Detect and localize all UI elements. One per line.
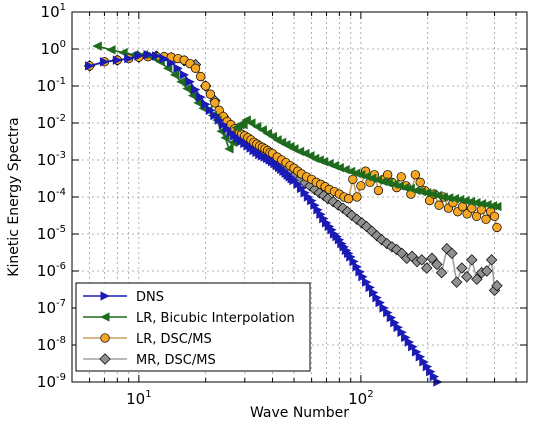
- data-point-lr-dsc-ms: [196, 71, 206, 82]
- series-mr-dsc-ms: [83, 50, 503, 297]
- data-point-dns: [201, 99, 211, 109]
- data-point-lr-dsc-ms: [210, 98, 220, 108]
- data-point-lr-bicubic: [257, 125, 267, 135]
- data-point-mr-dsc-ms: [471, 273, 483, 285]
- data-point-lr-bicubic: [169, 70, 180, 80]
- y-tick-label: 10-1: [37, 76, 66, 95]
- data-point-mr-dsc-ms: [450, 276, 463, 288]
- data-point-mr-dsc-ms: [485, 254, 498, 266]
- data-point-mr-dsc-ms: [391, 243, 403, 256]
- data-point-lr-bicubic: [176, 77, 186, 87]
- data-point-dns: [196, 92, 206, 102]
- data-point-lr-bicubic: [106, 45, 116, 55]
- legend-item-lr-bicubic: LR, Bicubic Interpolation: [83, 311, 295, 326]
- data-point-mr-dsc-ms: [466, 254, 478, 266]
- data-point-mr-dsc-ms: [416, 254, 428, 266]
- y-tick-label: 10-6: [37, 261, 66, 280]
- data-point-lr-dsc-ms: [396, 172, 406, 182]
- data-point-lr-dsc-ms: [352, 192, 362, 202]
- data-point-dns: [134, 51, 144, 61]
- y-tick-label: 10-5: [37, 224, 66, 243]
- y-tick-label: 100: [41, 39, 66, 58]
- data-point-dns: [99, 57, 110, 67]
- legend-label-mr-dsc-ms: MR, DSC/MS: [136, 353, 216, 368]
- legend-box: [75, 282, 311, 372]
- data-point-lr-dsc-ms: [205, 89, 216, 99]
- tick-labels: 101 102 101 100 10-1 10-2 10-3 10-4 10-5 10-6 10-7…: [37, 2, 374, 408]
- data-point-mr-dsc-ms: [322, 192, 334, 205]
- data-point-lr-bicubic: [492, 201, 502, 212]
- data-point-dns: [179, 70, 190, 80]
- legend-label-lr-dsc-ms: LR, DSC/MS: [136, 332, 212, 347]
- y-tick-label: 101: [41, 2, 66, 21]
- data-point-lr-bicubic: [246, 118, 256, 128]
- data-point-lr-dsc-ms: [356, 181, 366, 191]
- data-point-dns: [159, 53, 170, 64]
- data-point-lr-dsc-ms: [415, 177, 425, 187]
- legend-marker-lr-bicubic: [100, 312, 110, 322]
- x-axis-title: Wave Number: [250, 405, 349, 421]
- data-point-lr-dsc-ms: [201, 81, 211, 91]
- data-point-mr-dsc-ms: [435, 266, 448, 279]
- data-point-lr-dsc-ms: [434, 200, 444, 210]
- legend-item-lr-dsc-ms: LR, DSC/MS: [83, 332, 212, 347]
- series-layer: [83, 41, 503, 387]
- data-point-lr-bicubic: [267, 131, 278, 142]
- data-point-lr-dsc-ms: [348, 174, 358, 184]
- series-lr-dsc-ms: [84, 52, 502, 233]
- series-line-lr-dsc-ms: [89, 55, 498, 228]
- y-tick-label: 10-3: [37, 150, 66, 169]
- x-tick-label: 101: [126, 389, 151, 408]
- data-point-mr-dsc-ms: [481, 265, 493, 277]
- data-point-mr-dsc-ms: [446, 247, 458, 260]
- legend-marker-lr-dsc-ms: [100, 333, 110, 343]
- data-point-mr-dsc-ms: [426, 252, 438, 265]
- data-point-lr-bicubic: [224, 144, 234, 154]
- data-point-lr-dsc-ms: [492, 222, 502, 233]
- series-dns: [85, 50, 443, 387]
- data-point-dns: [143, 50, 153, 60]
- y-tick-label: 10-7: [37, 298, 66, 317]
- legend-item-dns: DNS: [83, 290, 164, 305]
- data-point-lr-dsc-ms: [343, 194, 354, 204]
- data-point-lr-bicubic: [251, 121, 262, 132]
- y-tick-label: 10-4: [37, 187, 66, 206]
- data-point-dns: [151, 51, 162, 61]
- data-point-mr-dsc-ms: [491, 280, 503, 292]
- series-lr-bicubic: [92, 41, 502, 212]
- data-point-lr-dsc-ms: [373, 185, 384, 196]
- data-point-lr-dsc-ms: [471, 211, 482, 221]
- x-tick-label: 102: [348, 389, 373, 408]
- legend: DNS LR, Bicubic Interpolation LR, DSC/MS…: [75, 282, 311, 372]
- data-point-mr-dsc-ms: [421, 262, 433, 274]
- data-point-lr-bicubic: [238, 120, 248, 130]
- legend-label-lr-bicubic: LR, Bicubic Interpolation: [136, 311, 295, 326]
- data-point-dns: [185, 77, 195, 87]
- data-point-lr-dsc-ms: [489, 211, 500, 221]
- data-point-mr-dsc-ms: [346, 209, 358, 222]
- data-point-dns: [173, 63, 183, 74]
- y-tick-label: 10-8: [37, 335, 66, 354]
- data-point-lr-dsc-ms: [481, 214, 491, 224]
- legend-label-dns: DNS: [136, 290, 164, 305]
- legend-item-mr-dsc-ms: MR, DSC/MS: [83, 353, 216, 368]
- data-point-dns: [191, 84, 201, 95]
- data-point-mr-dsc-ms: [456, 262, 468, 274]
- legend-marker-dns: [100, 291, 110, 301]
- data-point-lr-bicubic: [92, 41, 102, 51]
- axis-ticks: [71, 11, 527, 383]
- data-point-dns: [112, 55, 123, 65]
- legend-marker-mr-dsc-ms: [99, 353, 111, 365]
- y-axis-title: Kinetic Energy Spectra: [6, 117, 22, 276]
- data-point-mr-dsc-ms: [461, 271, 473, 283]
- data-point-dns: [166, 58, 177, 68]
- data-point-dns: [85, 61, 95, 71]
- data-point-lr-dsc-ms: [190, 63, 201, 73]
- data-point-mr-dsc-ms: [431, 258, 443, 271]
- data-point-lr-dsc-ms: [410, 170, 421, 180]
- data-point-dns: [124, 53, 134, 64]
- y-tick-label: 10-2: [37, 113, 66, 132]
- y-tick-label: 10-9: [37, 372, 66, 391]
